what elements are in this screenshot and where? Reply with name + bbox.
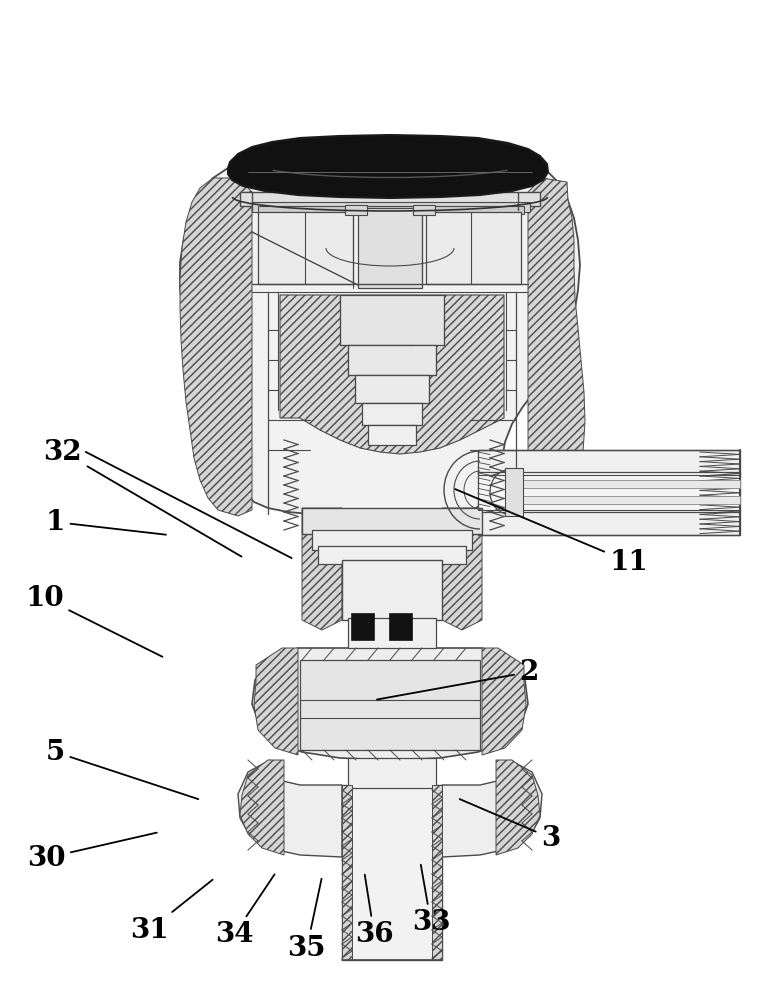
Bar: [302, 508, 482, 534]
Bar: [300, 660, 480, 750]
Bar: [426, 212, 521, 284]
Bar: [342, 560, 442, 620]
Text: 11: 11: [455, 489, 648, 576]
Text: 31: 31: [130, 880, 212, 944]
Polygon shape: [280, 295, 504, 454]
Polygon shape: [238, 760, 342, 857]
Bar: [478, 472, 740, 512]
Polygon shape: [528, 178, 585, 516]
Bar: [342, 785, 442, 960]
Bar: [348, 758, 436, 788]
Text: 3: 3: [459, 799, 561, 852]
Polygon shape: [432, 785, 442, 960]
Bar: [390, 614, 412, 640]
Bar: [258, 212, 353, 284]
Text: 33: 33: [412, 865, 450, 936]
Bar: [362, 403, 422, 425]
Bar: [352, 614, 374, 640]
Text: 36: 36: [355, 875, 393, 948]
Text: 1: 1: [45, 508, 166, 536]
Bar: [413, 205, 435, 215]
Polygon shape: [180, 168, 580, 514]
Bar: [478, 450, 740, 475]
Polygon shape: [254, 648, 298, 755]
Polygon shape: [496, 760, 540, 855]
Bar: [345, 205, 367, 215]
Polygon shape: [240, 760, 284, 855]
Text: 35: 35: [288, 879, 326, 962]
Bar: [478, 510, 740, 535]
Bar: [358, 208, 422, 288]
Polygon shape: [342, 785, 352, 960]
Text: 2: 2: [377, 658, 539, 700]
Bar: [348, 345, 436, 375]
Polygon shape: [302, 508, 342, 630]
Text: 5: 5: [45, 738, 199, 799]
Bar: [258, 206, 524, 214]
Polygon shape: [482, 648, 526, 755]
Bar: [252, 202, 530, 212]
Bar: [348, 618, 436, 648]
Bar: [510, 496, 740, 504]
Bar: [240, 192, 540, 206]
Text: 34: 34: [215, 874, 275, 948]
Bar: [355, 375, 429, 403]
Bar: [368, 425, 416, 445]
Bar: [510, 480, 740, 488]
Bar: [340, 295, 444, 345]
Bar: [318, 546, 466, 564]
Polygon shape: [180, 178, 252, 516]
Polygon shape: [252, 648, 528, 760]
Bar: [505, 468, 523, 516]
Bar: [312, 530, 472, 550]
Polygon shape: [442, 760, 542, 857]
Text: 32: 32: [44, 438, 242, 557]
Polygon shape: [228, 135, 548, 198]
Text: 30: 30: [27, 833, 156, 871]
Text: 10: 10: [25, 584, 163, 657]
Polygon shape: [442, 508, 482, 630]
